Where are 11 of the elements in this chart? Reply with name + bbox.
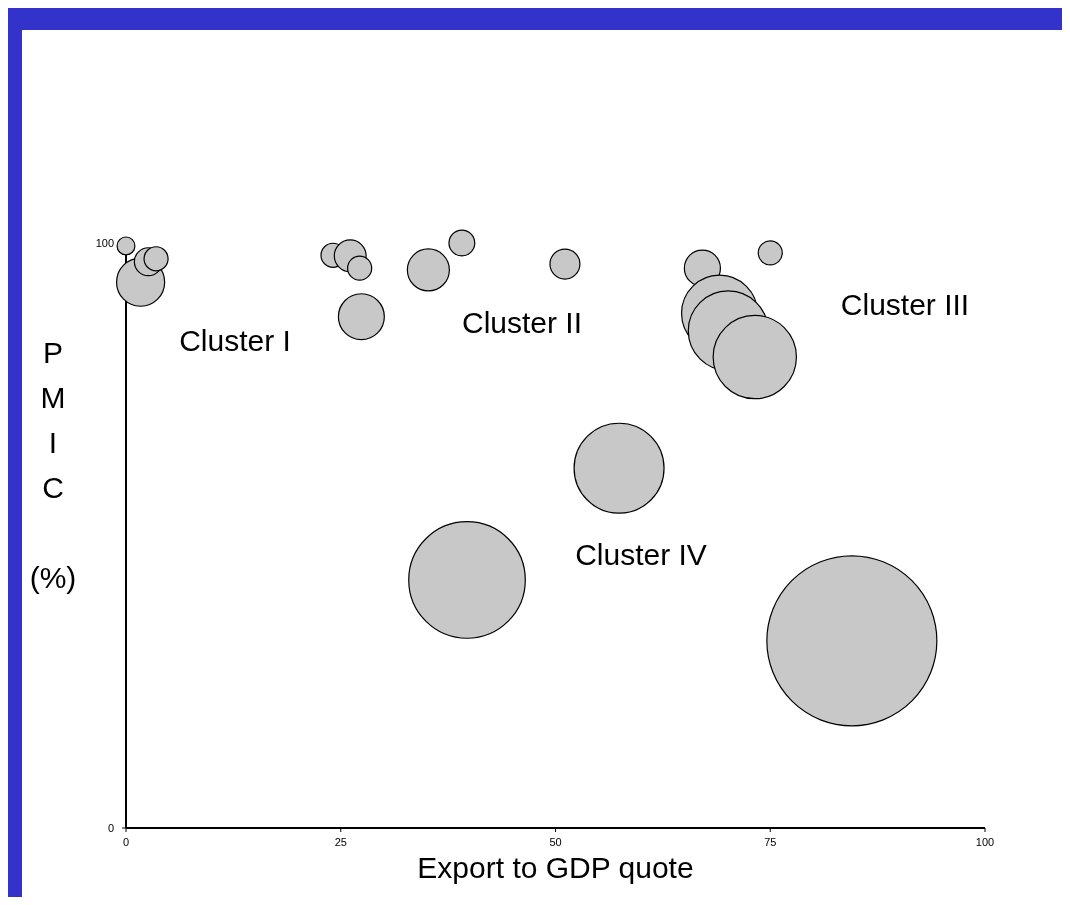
annotation: Cluster II bbox=[461, 306, 583, 339]
x-tick-label: 50 bbox=[549, 836, 562, 848]
x-tick-label: 0 bbox=[122, 836, 130, 848]
x-tick-label: 100 bbox=[975, 836, 995, 848]
text: PMIC (%) bbox=[29, 336, 77, 594]
annotation: Cluster III bbox=[840, 288, 970, 321]
annotation: Cluster I bbox=[179, 324, 291, 357]
annotation: Cluster IV bbox=[575, 538, 707, 571]
x-axis-title: Export to GDP quote bbox=[417, 851, 694, 884]
x-tick-label: 25 bbox=[334, 836, 347, 848]
x-tick-label: 75 bbox=[764, 836, 777, 848]
